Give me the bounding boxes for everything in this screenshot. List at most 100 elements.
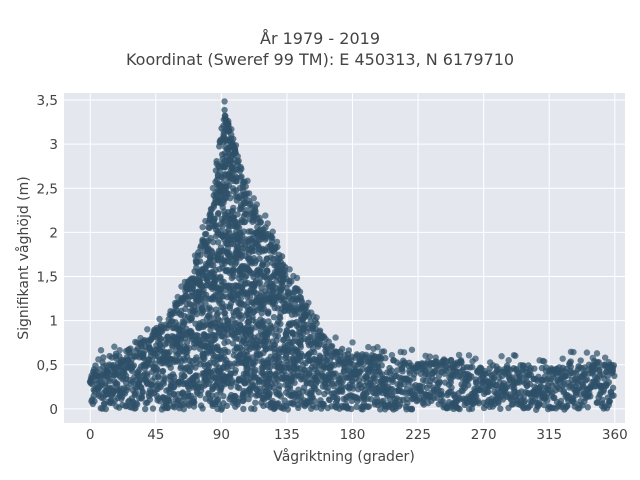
data-point — [276, 382, 283, 390]
data-point — [134, 401, 141, 408]
data-point — [540, 358, 548, 365]
data-point — [611, 372, 618, 380]
data-point — [277, 393, 284, 400]
data-point — [432, 354, 439, 361]
data-point — [181, 278, 189, 286]
data-point — [571, 399, 578, 406]
x-tick-label: 0 — [86, 427, 95, 443]
data-point — [567, 358, 574, 365]
x-tick-label: 45 — [147, 427, 164, 443]
data-point — [161, 376, 168, 383]
data-point — [154, 366, 161, 373]
data-point — [246, 293, 254, 301]
data-point — [431, 367, 438, 375]
data-point — [388, 367, 395, 374]
data-point — [595, 359, 603, 366]
data-point — [277, 320, 284, 328]
data-point — [589, 354, 596, 362]
data-point — [305, 299, 312, 306]
data-point — [274, 332, 282, 340]
x-tick-label: 225 — [405, 427, 431, 443]
y-tick-label: 0,5 — [37, 358, 58, 374]
data-point — [485, 388, 492, 395]
data-point — [159, 367, 167, 375]
data-point — [365, 403, 373, 410]
data-point — [475, 399, 482, 407]
data-point — [363, 353, 370, 361]
data-points — [86, 98, 618, 413]
data-point — [315, 389, 322, 396]
data-point — [610, 392, 617, 399]
data-point — [235, 224, 243, 231]
data-point — [240, 228, 248, 235]
data-point — [332, 370, 339, 377]
data-point — [235, 384, 243, 392]
y-tick-label: 3 — [49, 137, 58, 153]
data-point — [143, 370, 151, 377]
data-point — [136, 377, 144, 384]
data-point — [166, 348, 173, 356]
data-point — [577, 357, 584, 364]
data-point — [146, 396, 154, 403]
data-point — [252, 366, 259, 374]
data-point — [610, 362, 618, 369]
data-point — [404, 399, 411, 407]
data-point — [106, 378, 113, 385]
data-point — [338, 388, 346, 395]
x-tick-label: 135 — [274, 427, 300, 443]
data-point — [338, 345, 346, 353]
data-point — [377, 406, 384, 413]
data-point — [408, 406, 416, 413]
data-point — [223, 402, 231, 410]
data-point — [239, 392, 247, 400]
data-point — [137, 334, 144, 342]
data-point — [139, 389, 146, 396]
data-point — [468, 405, 476, 412]
data-point — [201, 355, 208, 362]
data-point — [436, 378, 444, 385]
data-point — [393, 367, 401, 374]
data-point — [236, 305, 243, 313]
data-point — [264, 220, 271, 227]
y-tick-label: 0 — [49, 402, 58, 418]
x-axis-ticks: 0 45 90 135 180 225 270 315 360 — [86, 427, 628, 443]
data-point — [230, 273, 237, 280]
data-point — [186, 344, 193, 352]
data-point — [193, 310, 201, 318]
data-point — [199, 308, 207, 315]
data-point — [156, 315, 163, 323]
data-point — [347, 405, 355, 413]
data-point — [232, 142, 240, 149]
data-point — [92, 362, 99, 369]
data-point — [374, 343, 381, 351]
data-point — [498, 353, 505, 360]
data-point — [221, 98, 228, 105]
data-point — [215, 209, 222, 217]
data-point — [583, 349, 591, 356]
data-point — [266, 390, 273, 397]
data-point — [313, 320, 320, 327]
data-point — [359, 366, 366, 373]
data-point — [88, 380, 95, 388]
data-point — [325, 338, 332, 345]
data-point — [170, 383, 177, 390]
data-point — [196, 258, 204, 265]
data-point — [334, 395, 341, 402]
data-point — [249, 218, 256, 225]
data-point — [215, 239, 222, 246]
data-point — [181, 318, 188, 326]
data-point — [486, 359, 494, 366]
data-point — [365, 343, 372, 351]
data-point — [458, 359, 465, 366]
data-point — [132, 389, 140, 396]
data-point — [241, 218, 249, 226]
data-point — [604, 373, 611, 380]
data-point — [517, 372, 524, 379]
data-point — [228, 126, 235, 133]
data-point — [332, 334, 339, 341]
data-point — [194, 372, 201, 379]
data-point — [111, 343, 118, 350]
data-point — [308, 309, 315, 316]
data-point — [182, 305, 189, 313]
